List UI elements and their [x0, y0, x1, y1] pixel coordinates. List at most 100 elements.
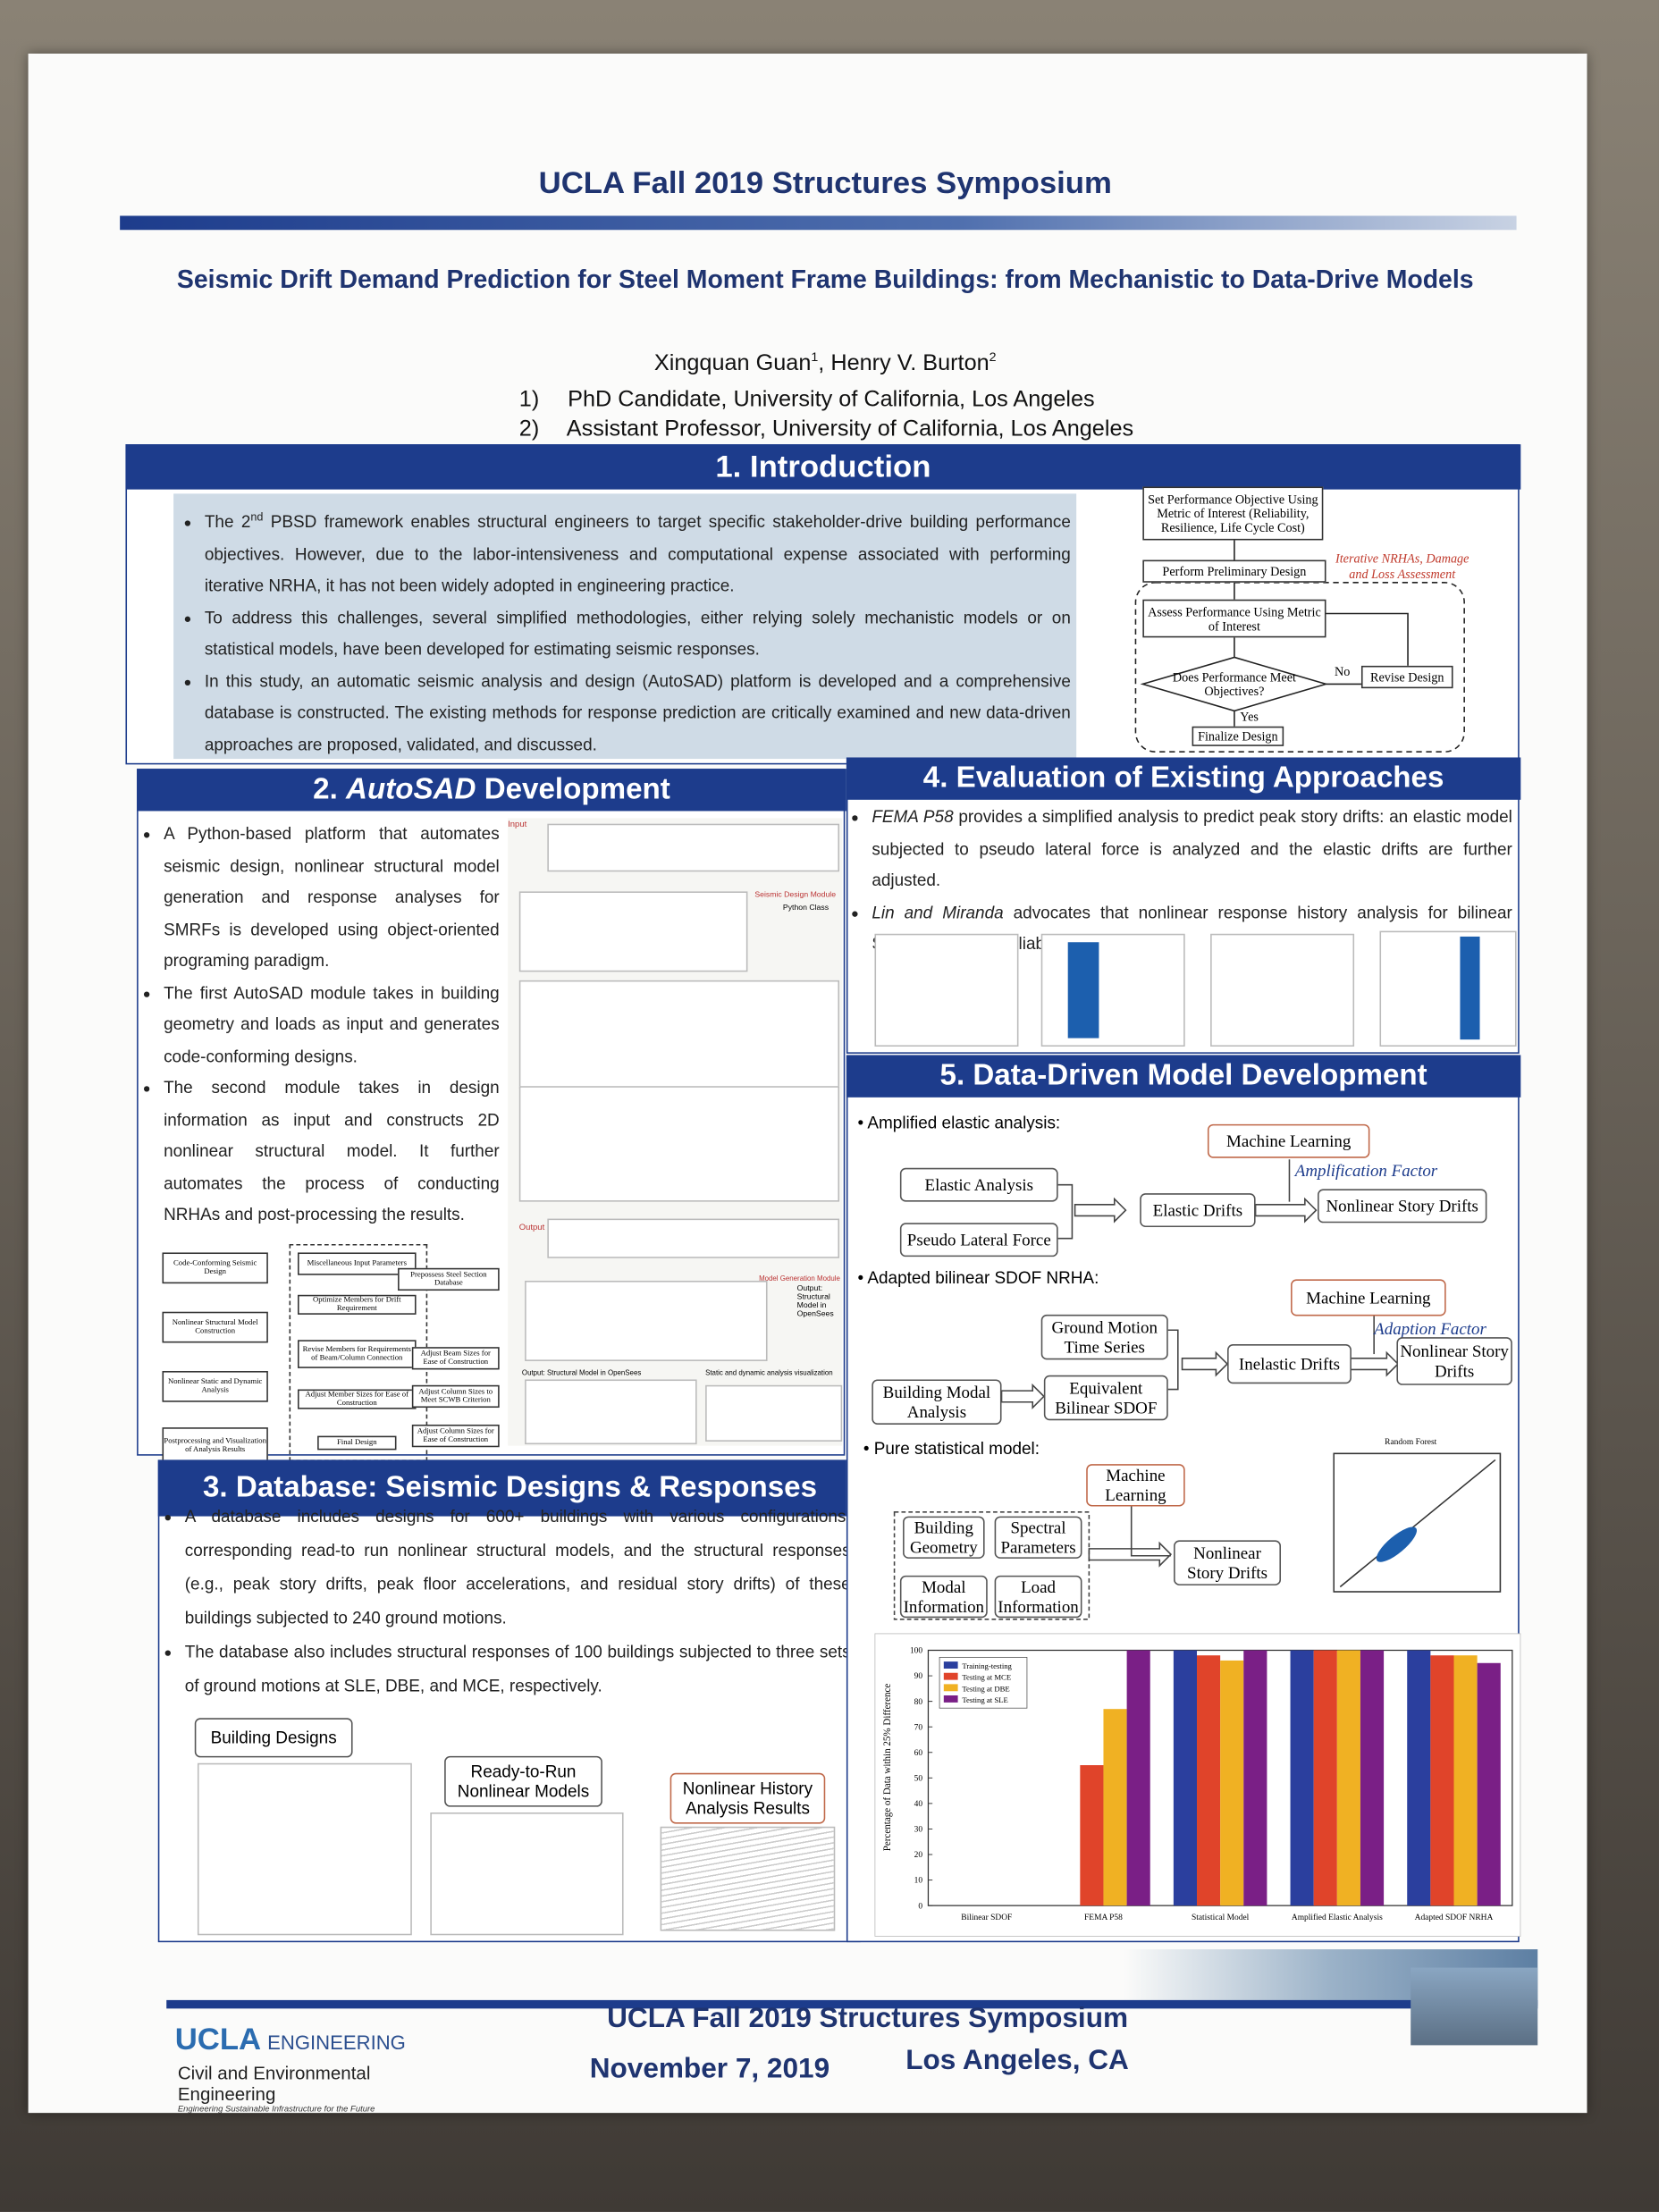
arrow: [1326, 612, 1409, 666]
text: Adapted bilinear SDOF NRHA:: [867, 1267, 1099, 1288]
author-affil: 2: [989, 349, 997, 365]
chart: Percentage of Data within 25% Difference…: [874, 1633, 1521, 1937]
bar: [1290, 1650, 1314, 1906]
footer-image: [157, 1949, 1538, 2006]
bar: [1360, 1650, 1385, 1906]
y-tick-label: 0: [918, 1902, 922, 1911]
side-step: Adjust Column Sizes for Ease of Construc…: [411, 1424, 500, 1448]
designs-table-image: [197, 1762, 412, 1936]
method-node: Machine Learning: [1291, 1279, 1446, 1316]
side-step: Adjust Column Sizes to Meet SCWB Criteri…: [411, 1384, 500, 1409]
design-step: Revise Members for Requirements of Beam/…: [298, 1340, 417, 1368]
bullet: In this study, an automatic seismic anal…: [205, 665, 1071, 761]
side-step: Adjust Beam Sizes for Ease of Constructi…: [411, 1347, 500, 1370]
method-label: • Adapted bilinear SDOF NRHA:: [857, 1267, 1099, 1288]
text: AutoSAD: [346, 772, 476, 806]
workflow-step: Postprocessing and Visualization of Anal…: [162, 1427, 268, 1465]
flow-node: Assess Performance Using Metric of Inter…: [1142, 599, 1326, 638]
affil-text: PhD Candidate, University of California,…: [568, 388, 1095, 412]
loop-box: [1134, 582, 1465, 753]
bullet: The database also includes structural re…: [185, 1635, 851, 1703]
method-node: Machine Learning: [1086, 1464, 1185, 1507]
section-heading: 4. Evaluation of Existing Approaches: [846, 757, 1521, 800]
scatter-image: [1210, 933, 1355, 1047]
tagline: Engineering Sustainable Infrastructure f…: [177, 2106, 375, 2115]
code-image: [525, 1281, 768, 1361]
code-image: [518, 1086, 840, 1202]
author-affil: 1: [811, 349, 819, 365]
bar: [1220, 1660, 1244, 1906]
y-tick-label: 30: [914, 1826, 923, 1835]
figure-label: Output: Structural Model in OpenSees: [521, 1369, 642, 1378]
table-image: [547, 823, 840, 872]
flow-node: Set Performance Objective Using Metric o…: [1142, 486, 1324, 541]
method-arrows: [893, 1159, 1400, 1620]
y-tick-label: 20: [914, 1851, 923, 1860]
model-image: [430, 1812, 624, 1936]
bar: [1126, 1650, 1150, 1906]
method-node: Building Modal Analysis: [872, 1379, 1002, 1425]
bar: [1407, 1650, 1431, 1906]
header-rule: [120, 215, 1517, 231]
flow-node: Perform Preliminary Design: [1142, 559, 1326, 583]
plot-image: [705, 1384, 843, 1442]
code-image: [518, 980, 840, 1089]
method-node: Nonlinear Story Drifts: [1318, 1189, 1487, 1224]
feature-node: Spectral Parameters: [994, 1516, 1082, 1559]
x-tick-label: Adapted SDOF NRHA: [1415, 1913, 1494, 1922]
figure-label: Model Generation Module: [759, 1274, 840, 1284]
footer-rule: [166, 1999, 1538, 2009]
legend-label: Training-testing: [962, 1661, 1012, 1670]
histogram-image: [1067, 942, 1099, 1039]
bar: [1336, 1650, 1360, 1906]
intro-text: The 2nd PBSD framework enables structura…: [173, 493, 1077, 761]
feature-node: Building Geometry: [903, 1516, 985, 1559]
y-tick-label: 90: [914, 1672, 923, 1681]
method-node: Elastic Analysis: [899, 1167, 1058, 1202]
bar: [1243, 1650, 1267, 1906]
text: PBSD framework enables structural engine…: [204, 511, 1071, 596]
arrows: [893, 1159, 1400, 1620]
method-node: Nonlinear Story Drifts: [1396, 1337, 1512, 1385]
authors: Xingquan Guan1, Henry V. Burton2: [653, 349, 997, 376]
section-heading: 3. Database: Seismic Designs & Responses: [157, 1459, 863, 1517]
design-step: Adjust Member Sizes for Ease of Construc…: [298, 1389, 417, 1409]
section-heading: 1. Introduction: [125, 444, 1521, 490]
y-tick-label: 50: [914, 1774, 923, 1783]
model-image: [525, 1379, 697, 1445]
arrow: [1074, 1197, 1127, 1224]
legend-swatch: [943, 1672, 958, 1680]
method-label: • Pure statistical model:: [863, 1438, 1040, 1459]
workflow-step: Code-Conforming Seismic Design: [162, 1252, 268, 1284]
flow-node: Revise Design: [1360, 665, 1453, 689]
histogram-image: [1040, 933, 1185, 1047]
text: Lin and Miranda: [872, 902, 1004, 922]
y-tick-label: 40: [914, 1800, 923, 1809]
figure-label: Input: [508, 820, 527, 829]
text: Pure statistical model:: [873, 1438, 1040, 1459]
footer-date: November 7, 2019: [589, 2053, 830, 2085]
histogram-image: [1460, 936, 1480, 1040]
flow-decision: Does Performance Meet Objectives?: [1172, 669, 1296, 699]
bar: [1080, 1765, 1104, 1906]
logo-sub: ENGINEERING: [267, 2031, 406, 2054]
method-node: Pseudo Lateral Force: [899, 1223, 1058, 1257]
text: The 2: [204, 511, 251, 532]
city-photo: [1411, 1967, 1538, 2046]
bullet: The first AutoSAD module takes in buildi…: [164, 977, 500, 1072]
db-label: Nonlinear History Analysis Results: [669, 1772, 826, 1824]
rf-plot: Random Forest: [1312, 1439, 1517, 1615]
bar: [1173, 1650, 1198, 1906]
code-image: [518, 891, 748, 972]
figure-label: Python Class: [782, 904, 830, 913]
poster-title: Seismic Drift Demand Prediction for Stee…: [176, 265, 1474, 294]
department: Civil and Environmental Engineering: [177, 2062, 371, 2105]
x-tick-label: Statistical Model: [1192, 1913, 1250, 1922]
bullet: The 2nd PBSD framework enables structura…: [205, 502, 1071, 601]
flow-yes: Yes: [1240, 709, 1259, 724]
figure-label: Static and dynamic analysis visualizatio…: [705, 1369, 833, 1378]
author: Henry V. Burton: [830, 351, 990, 376]
bar: [1453, 1655, 1478, 1906]
